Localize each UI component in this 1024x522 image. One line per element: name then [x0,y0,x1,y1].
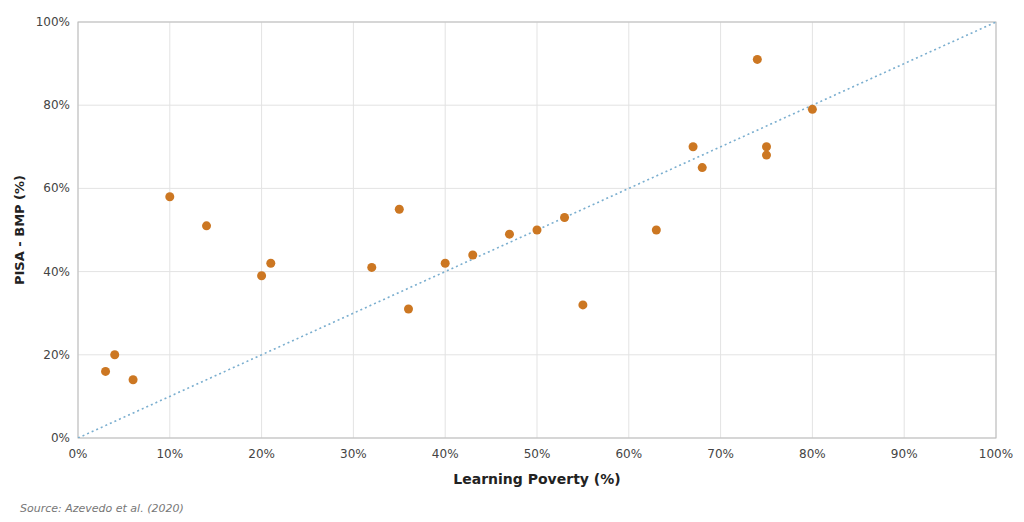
scatter-point [578,300,587,309]
scatter-point [560,213,569,222]
y-tick-label: 20% [43,348,70,362]
scatter-point [110,350,119,359]
data-area [78,22,996,438]
scatter-point [266,259,275,268]
scatter-point [395,205,404,214]
y-axis-label: PISA - BMP (%) [12,175,27,285]
y-grid-line [78,271,996,272]
reference-line [78,22,996,438]
y-tick-label: 80% [43,98,70,112]
x-grid-line [353,22,354,438]
y-grid-line [78,105,996,106]
scatter-point [762,151,771,160]
y-tick-label: 0% [51,431,70,445]
x-grid-line [169,22,170,438]
scatter-point [165,192,174,201]
chart-container: 0% 10% 20% 30% 40% 50% 60% 70% 80% 90% 100% 0% 20% 40… [0,0,1024,522]
y-grid-line [78,354,996,355]
scatter-point [505,230,514,239]
x-grid-line [445,22,446,438]
x-axis-label: Learning Poverty (%) [453,471,620,487]
x-tick-label: 0% [68,447,87,461]
x-grid-line [812,22,813,438]
plot-frame [78,22,996,438]
scatter-point [202,221,211,230]
scatter-point [808,105,817,114]
scatter-point [101,367,110,376]
scatter-point [129,375,138,384]
x-grid-line [628,22,629,438]
scatter-point [689,142,698,151]
scatter-point [367,263,376,272]
source-note: Source: Azevedo et al. (2020) [20,502,184,515]
x-tick-label: 10% [156,447,183,461]
x-tick-label: 20% [248,447,275,461]
scatter-point [652,226,661,235]
x-tick-label: 70% [707,447,734,461]
chart-svg: 0% 10% 20% 30% 40% 50% 60% 70% 80% 90% 100% 0% 20% 40… [0,0,1024,522]
scatter-point [441,259,450,268]
x-tick-label: 30% [340,447,367,461]
x-tick-label: 80% [799,447,826,461]
scatter-point [404,305,413,314]
grid [78,22,996,438]
scatter-point [753,55,762,64]
x-tick-label: 60% [615,447,642,461]
y-grid-line [78,188,996,189]
scatter-point [257,271,266,280]
scatter-point [762,142,771,151]
y-tick-label: 40% [43,265,70,279]
x-tick-label: 50% [524,447,551,461]
x-grid-line [904,22,905,438]
scatter-point [698,163,707,172]
scatter-point [468,250,477,259]
x-tick-label: 100% [979,447,1013,461]
x-tick-label: 40% [432,447,459,461]
axes: 0% 10% 20% 30% 40% 50% 60% 70% 80% 90% 100% 0% 20% 40… [36,15,1013,461]
y-tick-label: 60% [43,181,70,195]
scatter-point [533,226,542,235]
x-tick-label: 90% [891,447,918,461]
x-grid-line [261,22,262,438]
x-grid-line [720,22,721,438]
y-tick-label: 100% [36,15,70,29]
